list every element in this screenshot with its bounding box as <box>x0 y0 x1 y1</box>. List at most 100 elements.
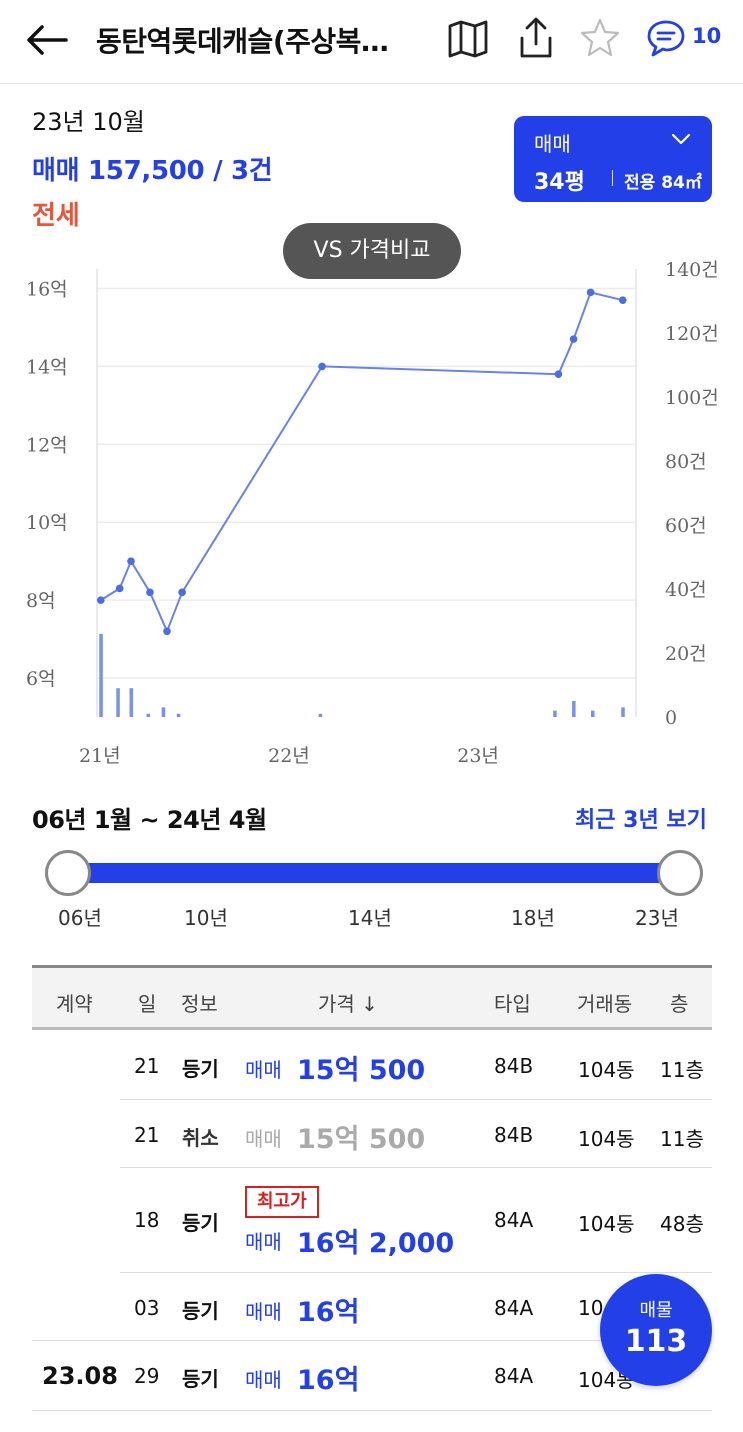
table-row[interactable]: 03 등기 매매 16억 84A 10 <box>0 1290 743 1358</box>
row-dong: 104동 <box>578 1212 635 1236</box>
price-point <box>586 288 595 297</box>
x-tick-label: 22년 <box>268 745 310 767</box>
map-icon[interactable] <box>444 14 492 62</box>
price-point <box>163 627 171 636</box>
row-type: 84A <box>494 1364 534 1388</box>
star-icon[interactable] <box>576 14 624 62</box>
volume-bar <box>99 633 103 717</box>
divider <box>612 170 613 186</box>
row-kind: 매매 <box>245 1127 282 1151</box>
col-type: 타입 <box>494 992 531 1016</box>
table-header: 계약 일 정보 가격 ↓ 타입 거래동 층 <box>32 965 712 1030</box>
jeonse-label: 전세 <box>32 201 80 231</box>
row-info: 등기 <box>182 1057 219 1081</box>
selected-month: 23년 10월 <box>32 108 145 136</box>
x-tick-label: 21년 <box>79 745 121 767</box>
row-info: 등기 <box>182 1367 219 1391</box>
row-type: 84A <box>494 1208 534 1232</box>
row-type: 84B <box>494 1054 534 1078</box>
y-right-tick-label: 60건 <box>665 515 707 537</box>
row-info: 취소 <box>182 1126 219 1150</box>
y-right-tick-label: 20건 <box>665 643 707 665</box>
back-arrow-icon[interactable] <box>22 18 70 62</box>
row-day: 29 <box>134 1364 160 1388</box>
row-day: 18 <box>134 1208 160 1232</box>
col-floor: 층 <box>670 992 689 1016</box>
page-title: 동탄역롯데캐슬(주상복… <box>96 25 389 58</box>
table-row[interactable]: 21 등기 매매 15억 500 84B 104동 11층 <box>0 1048 743 1116</box>
recent-3y-link[interactable]: 최근 3년 보기 <box>575 808 707 833</box>
volume-bar <box>621 707 625 717</box>
comment-icon[interactable] <box>642 14 690 62</box>
volume-bar <box>591 710 595 717</box>
volume-bar <box>146 713 151 717</box>
volume-bar <box>161 707 166 717</box>
x-tick-label: 23년 <box>457 745 499 767</box>
row-type: 84B <box>494 1123 534 1147</box>
volume-bar <box>129 688 134 717</box>
contract-month: 23.08 <box>42 1362 118 1390</box>
col-dong: 거래동 <box>577 992 633 1016</box>
highest-price-badge: 최고가 <box>245 1186 319 1218</box>
range-tick: 18년 <box>511 906 555 930</box>
share-icon[interactable] <box>512 14 560 62</box>
volume-bar <box>572 701 576 717</box>
listings-label: 매물 <box>639 1300 673 1321</box>
top-bar: 동탄역롯데캐슬(주상복… 10 <box>0 0 743 84</box>
volume-bar <box>318 713 323 717</box>
compare-button[interactable]: VS 가격비교 <box>283 223 461 279</box>
y-left-tick-label: 12억 <box>26 434 68 456</box>
price-point <box>178 588 186 597</box>
row-day: 21 <box>134 1054 160 1078</box>
col-price-sort[interactable]: 가격 ↓ <box>318 992 378 1016</box>
y-right-tick-label: 140건 <box>665 259 719 281</box>
y-right-tick-label: 40건 <box>665 579 707 601</box>
row-type: 84A <box>494 1296 534 1320</box>
row-dong: 104동 <box>578 1127 635 1151</box>
row-info: 등기 <box>182 1299 219 1323</box>
col-info: 정보 <box>181 992 218 1016</box>
row-info: 등기 <box>182 1211 219 1235</box>
range-tick: 23년 <box>635 906 679 930</box>
y-right-tick-label: 0 <box>665 707 677 729</box>
row-price: 15억 500 <box>297 1055 426 1086</box>
row-divider <box>120 1099 712 1100</box>
price-point <box>618 296 627 304</box>
row-price: 15억 500 <box>297 1124 426 1155</box>
price-point <box>146 588 154 597</box>
listings-button[interactable]: 매물 113 <box>600 1274 712 1386</box>
price-point <box>127 557 135 565</box>
price-point <box>96 596 105 604</box>
y-right-tick-label: 100건 <box>665 387 719 409</box>
date-range: 06년 1월 ~ 24년 4월 <box>32 806 267 834</box>
exclusive-area: 전용 84㎡ <box>624 173 702 193</box>
y-left-tick-label: 10억 <box>26 512 68 534</box>
volume-bar <box>116 688 120 717</box>
row-day: 21 <box>134 1123 160 1147</box>
range-slider-track[interactable] <box>68 863 680 883</box>
table-row[interactable]: 21 취소 매매 15억 500 84B 104동 11층 <box>0 1117 743 1185</box>
row-divider <box>32 1340 712 1341</box>
range-tick: 10년 <box>184 906 228 930</box>
range-slider-end-handle[interactable] <box>657 850 703 896</box>
row-floor: 11층 <box>660 1058 704 1082</box>
range-slider-start-handle[interactable] <box>45 850 91 896</box>
col-day: 일 <box>138 992 157 1016</box>
y-left-tick-label: 8억 <box>26 590 56 612</box>
col-contract: 계약 <box>56 992 93 1016</box>
type-selector[interactable]: 매매 34평 전용 84㎡ <box>514 116 712 202</box>
row-kind: 매매 <box>245 1300 282 1324</box>
price-point <box>554 370 563 378</box>
row-divider <box>120 1167 712 1168</box>
row-floor: 11층 <box>660 1127 704 1151</box>
table-row[interactable]: 18 등기 매매 16억 2,000 84A 104동 48층 <box>0 1206 743 1274</box>
row-floor: 48층 <box>660 1212 704 1236</box>
chevron-down-icon <box>670 130 692 148</box>
range-tick: 14년 <box>348 906 392 930</box>
price-point <box>318 362 326 371</box>
row-kind: 매매 <box>245 1058 282 1082</box>
row-divider <box>120 1272 712 1273</box>
price-chart: 6억 8억 10억 12억 14억 16억 0 20건 40건 60건 80건 100건 120건 140… <box>26 259 719 767</box>
y-right-tick-label: 120건 <box>665 323 719 345</box>
comment-count[interactable]: 10 <box>692 24 722 48</box>
